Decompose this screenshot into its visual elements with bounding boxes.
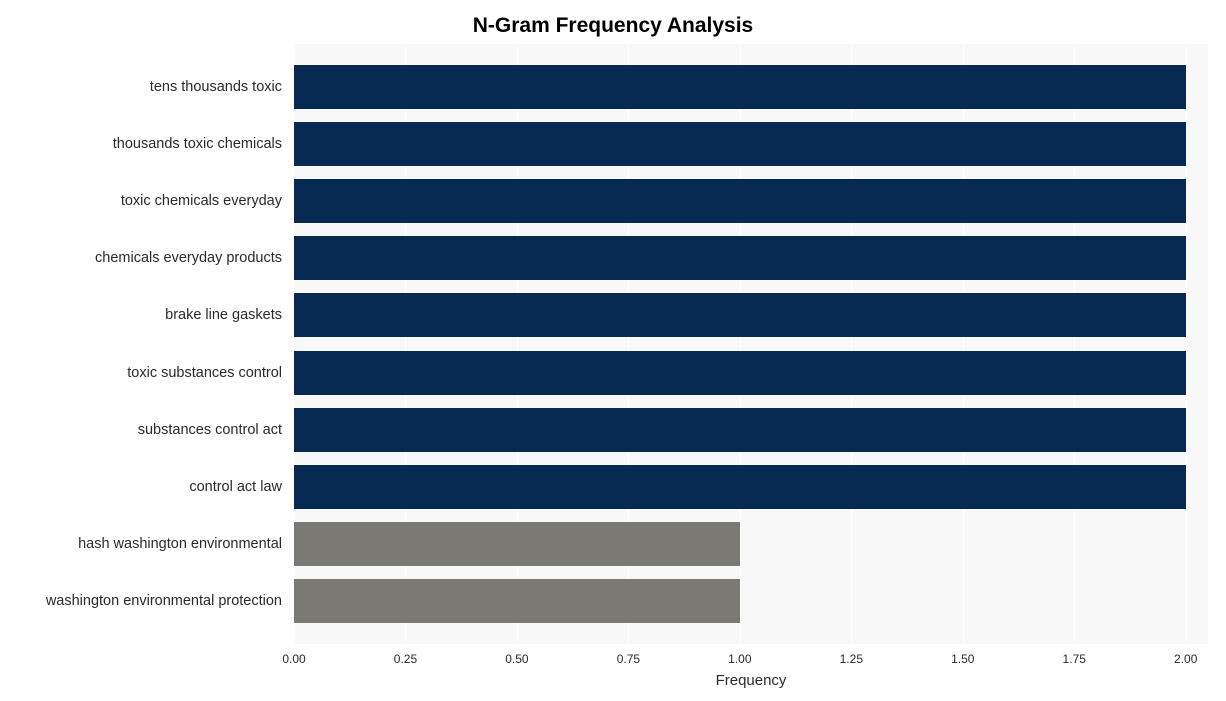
x-axis-label: Frequency [294, 672, 1208, 689]
x-tick-label: 0.00 [282, 652, 305, 666]
bars-container [294, 44, 1208, 644]
y-axis-labels: tens thousands toxic thousands toxic chem… [8, 44, 288, 644]
x-tick-label: 0.25 [394, 652, 417, 666]
plot-area [294, 44, 1208, 644]
bar [294, 236, 1186, 280]
bar-row [294, 236, 1186, 280]
y-tick-label: toxic chemicals everyday [8, 179, 282, 223]
ngram-frequency-chart: N-Gram Frequency Analysis tens thousands… [8, 8, 1218, 693]
bar-row [294, 465, 1186, 509]
bar-row [294, 351, 1186, 395]
bar [294, 408, 1186, 452]
bar [294, 179, 1186, 223]
bar-row [294, 522, 740, 566]
bar-row [294, 65, 1186, 109]
bar [294, 65, 1186, 109]
bar-row [294, 293, 1186, 337]
y-tick-label: toxic substances control [8, 351, 282, 395]
x-tick-label: 0.50 [505, 652, 528, 666]
bar [294, 351, 1186, 395]
bar-row [294, 122, 1186, 166]
x-axis-ticks: 0.000.250.500.751.001.251.501.752.00 [294, 648, 1208, 668]
y-tick-label: substances control act [8, 408, 282, 452]
y-tick-label: tens thousands toxic [8, 65, 282, 109]
y-tick-label: washington environmental protection [8, 579, 282, 623]
y-tick-label: control act law [8, 465, 282, 509]
bar-row [294, 408, 1186, 452]
y-tick-label: hash washington environmental [8, 522, 282, 566]
bar [294, 579, 740, 623]
x-tick-label: 1.00 [728, 652, 751, 666]
bar-row [294, 179, 1186, 223]
bar [294, 293, 1186, 337]
x-tick-label: 1.25 [840, 652, 863, 666]
bar [294, 522, 740, 566]
x-tick-label: 1.75 [1063, 652, 1086, 666]
y-tick-label: brake line gaskets [8, 293, 282, 337]
y-tick-label: chemicals everyday products [8, 236, 282, 280]
x-tick-label: 1.50 [951, 652, 974, 666]
x-tick-label: 0.75 [617, 652, 640, 666]
bar [294, 122, 1186, 166]
x-tick-label: 2.00 [1174, 652, 1197, 666]
bar-row [294, 579, 740, 623]
chart-title: N-Gram Frequency Analysis [8, 14, 1218, 38]
y-tick-label: thousands toxic chemicals [8, 122, 282, 166]
bar [294, 465, 1186, 509]
